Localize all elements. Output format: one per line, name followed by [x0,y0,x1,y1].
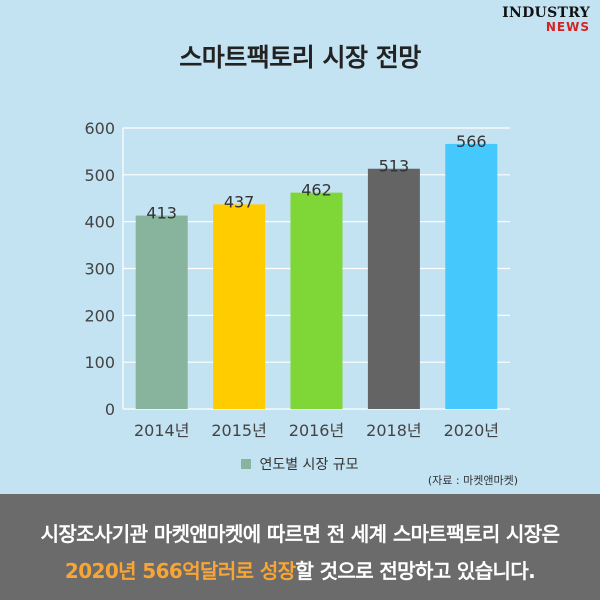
legend-swatch [241,459,252,469]
y-tick-label-300: 300 [84,260,115,279]
y-tick-label-200: 200 [84,306,115,325]
data-label-2020년: 566 [456,132,487,151]
logo-news: NEWS [545,20,590,34]
chart-title: 스마트팩토리 시장 전망 [179,43,421,72]
brand-logo: INDUSTRY NEWS [502,6,590,33]
y-tick-label-100: 100 [84,353,115,372]
bar-2014년 [135,215,188,409]
footer-highlight-amount: 2020년 566억달러로 [64,559,254,583]
bar-2018년 [367,168,420,409]
bar-2016년 [290,192,343,409]
bar-2015년 [213,204,266,409]
footer-line-2: 2020년 566억달러로 성장할 것으로 전망하고 있습니다. [0,555,600,584]
footer-line-1: 시장조사기관 마켓앤마켓에 따르면 전 세계 스마트팩토리 시장은 [40,522,560,546]
data-label-2016년: 462 [301,181,332,200]
logo-industry: INDUSTRY [502,5,590,21]
x-tick-label-2020년: 2020년 [444,421,499,440]
y-tick-label-600: 600 [84,119,115,138]
x-tick-label-2018년: 2018년 [366,421,421,440]
y-tick-label-400: 400 [84,213,115,232]
legend-label: 연도별 시장 규모 [259,457,359,473]
data-label-2014년: 413 [146,204,177,223]
data-label-2015년: 437 [224,192,255,211]
y-tick-label-0: 0 [105,400,115,419]
source-note: (자료 : 마켓앤마켓) [427,474,518,487]
x-tick-label-2014년: 2014년 [134,421,189,440]
x-tick-label-2015년: 2015년 [211,421,266,440]
data-label-2018년: 513 [379,157,410,176]
legend: 연도별 시장 규모 [0,454,600,474]
footer-line-2-rest: 할 것으로 전망하고 있습니다. [295,559,536,583]
footer-highlight-growth: 성장 [259,559,296,583]
x-tick-label-2016년: 2016년 [289,421,344,440]
y-tick-label-500: 500 [84,166,115,185]
footer-banner: 시장조사기관 마켓앤마켓에 따르면 전 세계 스마트팩토리 시장은 2020년 … [0,494,600,600]
bar-2020년 [445,143,498,409]
